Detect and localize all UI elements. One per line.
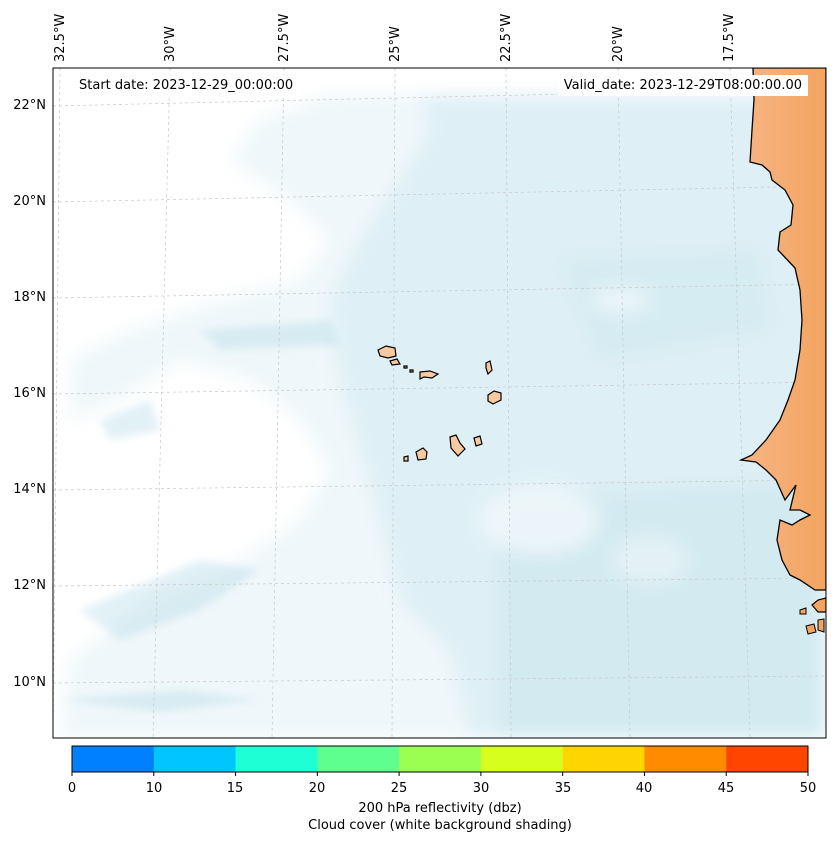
colorbar-tick: 35	[554, 781, 572, 796]
colorbar-segment	[153, 746, 237, 772]
cloud-cover-shading	[60, 95, 826, 738]
lat-label-12n: 12°N	[13, 578, 46, 593]
colorbar-tick: 40	[635, 781, 653, 796]
colorbar-segment	[644, 746, 727, 772]
cape-verde-islands	[377, 345, 502, 462]
colorbar-segment	[399, 746, 482, 772]
colorbar-segment	[72, 746, 155, 772]
valid-date-label: Valid_date: 2023-12-29T08:00:00.00	[557, 75, 808, 96]
colorbar-segment	[562, 746, 645, 772]
colorbar-tick: 30	[472, 781, 490, 796]
colorbar-tick: 0	[67, 781, 77, 796]
colorbar-segment	[480, 746, 564, 772]
colorbar-tick: 15	[226, 781, 244, 796]
colorbar-segment	[317, 746, 400, 772]
lat-label-10n: 10°N	[13, 675, 46, 690]
colorbar-tick: 20	[308, 781, 326, 796]
colorbar	[71, 745, 809, 776]
lat-label-18n: 18°N	[13, 290, 46, 305]
lat-label-20n: 20°N	[13, 194, 46, 209]
colorbar-label: 200 hPa reflectivity (dbz)	[358, 801, 522, 816]
lon-label-27-5w: 27.5°W	[277, 13, 292, 62]
colorbar-segment	[726, 746, 809, 772]
lat-label-14n: 14°N	[13, 482, 46, 497]
colorbar-segment	[235, 746, 318, 772]
colorbar-frame	[71, 745, 809, 773]
bijagos-islands	[799, 607, 825, 635]
lon-label-17-5w: 17.5°W	[722, 13, 737, 62]
colorbar-sublabel: Cloud cover (white background shading)	[308, 818, 572, 833]
lon-label-20w: 20°W	[611, 26, 626, 62]
lon-label-25w: 25°W	[388, 26, 403, 62]
guinea-bissau-coast	[811, 597, 826, 613]
lat-label-16n: 16°N	[13, 386, 46, 401]
colorbar-tick: 50	[799, 781, 817, 796]
colorbar-tick: 25	[390, 781, 408, 796]
lon-label-22-5w: 22.5°W	[499, 13, 514, 62]
map-frame	[52, 67, 827, 739]
colorbar-tick: 10	[145, 781, 163, 796]
lat-label-22n: 22°N	[13, 98, 46, 113]
lon-label-32-5w: 32.5°W	[53, 13, 68, 62]
colorbar-tick: 45	[717, 781, 735, 796]
lon-label-30w: 30°W	[163, 26, 178, 62]
africa-land	[738, 68, 826, 591]
start-date-label: Start date: 2023-12-29_00:00:00	[73, 75, 300, 96]
map-area	[53, 68, 826, 738]
gridlines	[53, 68, 826, 738]
